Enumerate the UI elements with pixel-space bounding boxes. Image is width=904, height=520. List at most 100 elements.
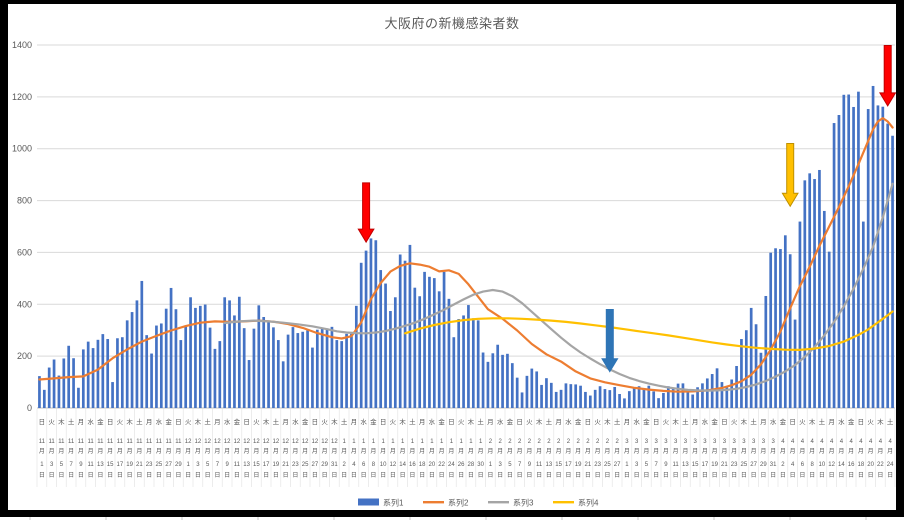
bar[interactable] (662, 392, 665, 408)
bar[interactable] (203, 304, 207, 408)
bar[interactable] (788, 254, 792, 408)
bar[interactable] (213, 348, 217, 408)
bar[interactable] (720, 382, 724, 408)
bar[interactable] (618, 393, 621, 408)
line-系列3[interactable] (223, 182, 894, 392)
bar[interactable] (389, 311, 392, 408)
bar[interactable] (852, 106, 855, 408)
bar[interactable] (306, 330, 309, 408)
bar[interactable] (701, 383, 704, 408)
bar[interactable] (423, 271, 426, 408)
bar[interactable] (384, 283, 387, 408)
bar[interactable] (754, 324, 758, 408)
bar[interactable] (393, 297, 397, 408)
bar[interactable] (77, 387, 80, 408)
bar[interactable] (116, 338, 119, 408)
bar[interactable] (408, 244, 412, 408)
bar[interactable] (515, 377, 519, 408)
bar[interactable] (296, 333, 300, 408)
bar[interactable] (335, 340, 339, 408)
bar[interactable] (652, 391, 656, 408)
bar[interactable] (194, 307, 197, 408)
bar[interactable] (491, 353, 495, 408)
legend-item-系列2[interactable]: 系列2 (423, 498, 469, 508)
bar[interactable] (135, 300, 139, 408)
bar[interactable] (130, 312, 134, 408)
bar-series-1[interactable] (38, 85, 894, 409)
bar[interactable] (837, 115, 841, 408)
legend-item-系列1[interactable]: 系列1 (358, 498, 404, 508)
bar[interactable] (150, 353, 153, 408)
bar[interactable] (276, 340, 280, 408)
bar[interactable] (320, 328, 324, 408)
bar[interactable] (57, 375, 61, 408)
bar[interactable] (257, 305, 261, 408)
bar[interactable] (418, 296, 422, 408)
bar[interactable] (730, 379, 734, 408)
legend-item-系列4[interactable]: 系列4 (553, 498, 599, 508)
bar[interactable] (164, 308, 168, 408)
bar[interactable] (554, 391, 558, 408)
bar[interactable] (72, 358, 75, 408)
bar[interactable] (62, 358, 66, 408)
bar[interactable] (686, 389, 690, 408)
bar[interactable] (486, 361, 490, 408)
bar[interactable] (876, 105, 880, 408)
bar[interactable] (822, 210, 826, 408)
bar[interactable] (281, 361, 285, 408)
bar[interactable] (774, 248, 777, 408)
bar[interactable] (671, 388, 675, 408)
bar[interactable] (696, 387, 699, 408)
bar[interactable] (42, 389, 46, 408)
bar[interactable] (291, 327, 295, 408)
bar[interactable] (705, 378, 709, 408)
bar[interactable] (315, 329, 319, 408)
bar[interactable] (111, 382, 114, 408)
bar[interactable] (81, 349, 85, 408)
bar[interactable] (106, 339, 110, 408)
yellow-arrow[interactable] (781, 143, 799, 208)
bar[interactable] (364, 250, 368, 408)
bar[interactable] (725, 387, 729, 408)
bar[interactable] (101, 334, 105, 408)
bar[interactable] (735, 365, 738, 408)
bar[interactable] (779, 249, 782, 408)
bar[interactable] (759, 352, 763, 408)
bar[interactable] (808, 173, 812, 408)
bar[interactable] (228, 300, 231, 408)
legend[interactable]: 系列1 系列2 系列3 系列4 (358, 498, 599, 508)
bar[interactable] (598, 386, 602, 408)
bar[interactable] (189, 297, 192, 408)
bar[interactable] (847, 94, 851, 409)
bar[interactable] (120, 337, 124, 408)
bar[interactable] (350, 333, 353, 408)
bar[interactable] (155, 325, 158, 408)
bar[interactable] (38, 376, 41, 408)
bar[interactable] (642, 389, 646, 408)
bar[interactable] (223, 297, 227, 408)
bar[interactable] (832, 123, 836, 409)
bar[interactable] (47, 367, 51, 408)
bar[interactable] (520, 392, 524, 408)
bar[interactable] (842, 94, 846, 408)
bar[interactable] (233, 315, 236, 408)
red-arrow-1[interactable] (357, 182, 375, 244)
bar[interactable] (540, 384, 543, 408)
bar[interactable] (428, 276, 431, 408)
annotation-arrows[interactable] (357, 45, 897, 373)
bar[interactable] (593, 389, 597, 408)
red-arrow-2[interactable] (879, 45, 897, 107)
bar[interactable] (140, 280, 144, 408)
bar[interactable] (510, 363, 514, 408)
bar[interactable] (174, 309, 178, 408)
bar[interactable] (559, 389, 563, 408)
bar[interactable] (198, 305, 202, 408)
bar[interactable] (676, 383, 680, 408)
legend-item-系列3[interactable]: 系列3 (488, 498, 534, 508)
bar[interactable] (340, 341, 344, 408)
bar[interactable] (506, 353, 509, 408)
bar[interactable] (452, 337, 456, 408)
bar[interactable] (588, 395, 592, 408)
bar[interactable] (603, 389, 607, 408)
bar[interactable] (442, 271, 446, 408)
